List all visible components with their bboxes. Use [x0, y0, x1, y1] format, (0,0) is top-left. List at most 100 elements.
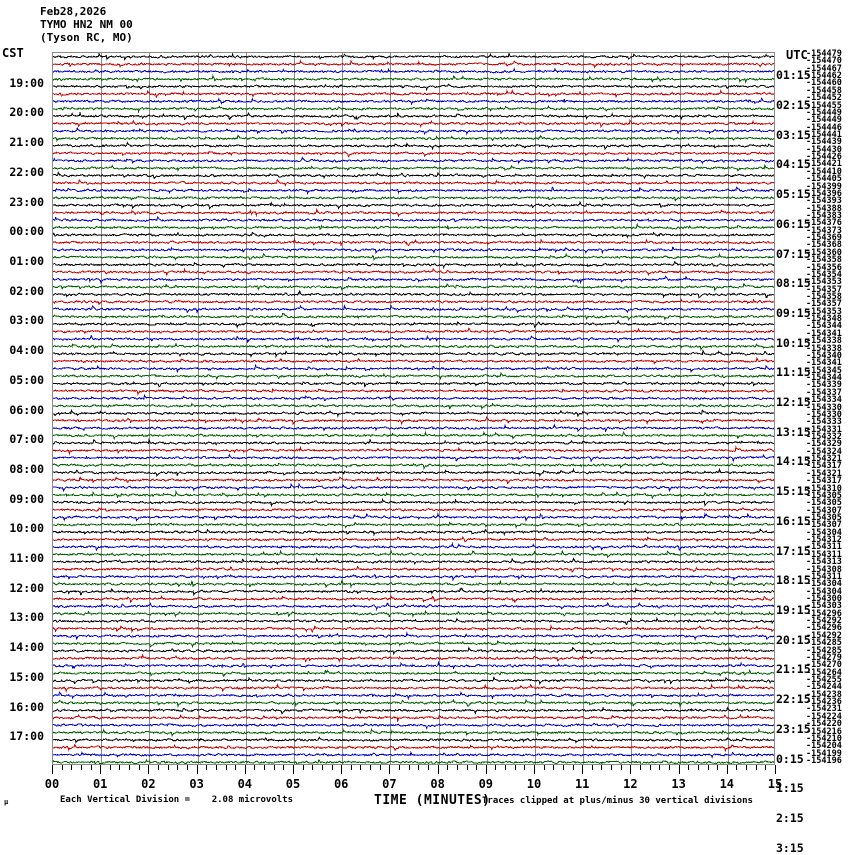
x-tick	[408, 765, 410, 770]
dc-offset-value: -154236	[806, 697, 842, 708]
trace-row-66	[53, 542, 774, 552]
trace-row-77	[53, 624, 774, 634]
trace-row-41	[53, 356, 774, 365]
dc-offset-value: -154356	[806, 262, 842, 273]
cst-hour-label-1000: 10:00	[9, 521, 44, 536]
x-tick	[177, 765, 179, 770]
trace-row-26	[53, 246, 774, 255]
dc-offset-value: -154292	[806, 630, 842, 641]
x-axis-label-07: 07	[382, 777, 397, 791]
dc-offset-value: -154388	[806, 203, 842, 214]
dc-offset-value: -154344	[806, 321, 842, 332]
dc-offset-value: -154449	[806, 107, 842, 118]
x-tick	[746, 765, 748, 770]
x-tick	[553, 765, 555, 770]
dc-offset-value: -154311	[806, 549, 842, 560]
dc-offset-value: -154196	[806, 756, 842, 766]
dc-offset-value: -154376	[806, 218, 842, 229]
dc-offset-value: -154330	[806, 402, 842, 413]
trace-row-80	[53, 646, 774, 656]
x-axis-label-10: 10	[526, 777, 542, 791]
trace-row-27	[53, 252, 774, 261]
trace-row-48	[53, 409, 774, 418]
dc-offset-value: -154279	[806, 652, 842, 663]
dc-offset-value: -154430	[806, 144, 842, 155]
utc-hour-label-0315: 03:15	[776, 127, 811, 142]
trace-row-4	[53, 83, 774, 92]
dc-offset-value: -154199	[806, 748, 842, 759]
trace-row-39	[53, 342, 774, 352]
dc-offset-value: -154321	[806, 468, 842, 479]
gridline-minute-04	[245, 53, 247, 764]
cst-hour-label-0300: 03:00	[9, 313, 44, 328]
dc-offset-value: -154324	[806, 446, 842, 457]
dc-offset-value: -154467	[806, 63, 842, 74]
x-tick	[505, 765, 507, 770]
trace-row-2	[53, 67, 774, 74]
x-tick	[273, 765, 275, 770]
utc-hour-label-1915: 19:15	[776, 603, 811, 618]
cst-hour-label-0900: 09:00	[9, 491, 44, 506]
trace-row-76	[53, 617, 774, 625]
x-tick	[678, 765, 680, 774]
dc-offset-list: -154479 -154470 -154467 -154462 -154460 -1544…	[806, 0, 850, 814]
x-tick	[206, 765, 208, 770]
seismic-traces	[53, 53, 774, 764]
utc-hour-label-1115: 11:15	[776, 365, 811, 380]
header-site: (Tyson RC, MO)	[40, 31, 133, 44]
x-tick	[437, 765, 439, 774]
x-tick	[264, 765, 266, 770]
header-station: TYMO HN2 NM 00	[40, 18, 133, 31]
trace-row-92	[53, 736, 774, 745]
dc-offset-value: -154396	[806, 188, 842, 199]
dc-offset-value: -154333	[806, 417, 842, 428]
dc-offset-value: -154441	[806, 130, 842, 140]
x-tick	[389, 765, 391, 774]
gridline-minute-07	[390, 53, 392, 764]
utc-hour-label-215: 2:15	[776, 810, 804, 825]
dc-offset-value: -154329	[806, 439, 842, 450]
dc-offset-value: -154311	[806, 542, 842, 553]
dc-offset-value: -154330	[806, 409, 842, 420]
x-tick	[331, 765, 333, 770]
trace-row-0	[53, 53, 774, 61]
x-tick	[755, 765, 757, 770]
trace-row-88	[53, 706, 774, 715]
cst-axis-label: CST	[2, 46, 24, 60]
trace-row-28	[53, 260, 774, 269]
helicorder-plot[interactable]	[52, 52, 775, 765]
cst-hour-label-1700: 17:00	[9, 729, 44, 744]
utc-hour-label-0415: 04:15	[776, 157, 811, 172]
trace-row-56	[53, 467, 774, 478]
x-tick	[485, 765, 487, 774]
cst-hour-label-1100: 11:00	[9, 551, 44, 566]
cst-hour-label-1900: 19:00	[9, 75, 44, 90]
trace-row-37	[53, 327, 774, 334]
x-tick	[312, 765, 314, 770]
gridline-minute-11	[583, 53, 585, 764]
dc-offset-value: -154341	[806, 328, 842, 339]
dc-offset-value: -154373	[806, 225, 842, 236]
cst-hour-label-1600: 16:00	[9, 699, 44, 714]
trace-row-29	[53, 267, 774, 277]
trace-row-11	[53, 134, 774, 142]
utc-hour-label-1515: 15:15	[776, 484, 811, 499]
x-tick	[466, 765, 468, 770]
cst-hour-label-0400: 04:00	[9, 343, 44, 358]
trace-row-86	[53, 691, 774, 701]
x-tick	[244, 765, 246, 774]
utc-hour-label-2215: 22:15	[776, 692, 811, 707]
x-tick	[476, 765, 478, 770]
utc-hour-label-0515: 05:15	[776, 187, 811, 202]
dc-offset-value: -154264	[806, 667, 842, 678]
trace-row-82	[53, 660, 774, 670]
cst-hour-label-0600: 06:00	[9, 402, 44, 417]
trace-row-63	[53, 521, 774, 530]
x-tick	[215, 765, 217, 770]
trace-row-95	[53, 758, 774, 764]
x-tick	[640, 765, 642, 770]
x-tick	[158, 765, 160, 770]
x-tick	[283, 765, 285, 770]
utc-hour-label-0615: 06:15	[776, 216, 811, 231]
x-axis-label-13: 13	[671, 777, 686, 791]
